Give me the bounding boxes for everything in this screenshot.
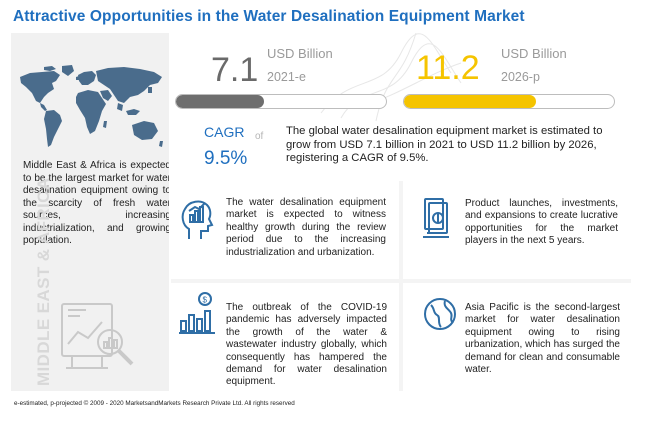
region-vertical-label: MIDDLE EAST & AFRICA (34, 177, 53, 386)
highlight-card: The water desalination equipment market … (171, 181, 399, 279)
highlight-text: The water desalination equipment market … (226, 197, 386, 258)
world-map-icon (20, 65, 163, 147)
cagr-of: of (255, 131, 264, 142)
market-size-panel: 7.1 USD Billion 2021-e 11.2 USD Billion … (171, 33, 631, 181)
start-progress-fill (176, 95, 265, 108)
cagr-value: 9.5% (204, 148, 248, 169)
highlight-text: Asia Pacific is the second-largest marke… (465, 302, 620, 376)
end-value: 11.2 (416, 49, 480, 87)
market-summary: The global water desalination equipment … (286, 125, 603, 164)
footnote: e-estimated, p-projected © 2009 - 2020 M… (14, 400, 295, 407)
bar-chart-dollar-icon: $ (179, 292, 215, 334)
cagr-label: CAGR (204, 124, 245, 140)
page-title: Attractive Opportunities in the Water De… (13, 8, 525, 25)
end-progress-bar (403, 94, 615, 109)
highlight-card: Asia Pacific is the second-largest marke… (403, 283, 631, 391)
region-description: Middle East & Africa is expected to be t… (23, 160, 169, 246)
highlights-grid: The water desalination equipment market … (171, 181, 631, 391)
end-unit: USD Billion (501, 46, 567, 61)
highlight-card: $ The outbreak of the COVID-19 pandemic … (171, 283, 399, 391)
highlight-card: Product launches, investments, and expan… (403, 181, 631, 279)
start-progress-bar (175, 94, 387, 109)
analytics-icon (61, 303, 134, 369)
end-year: 2026-p (501, 70, 540, 84)
start-year: 2021-e (267, 70, 306, 84)
growth-head-icon (181, 200, 214, 239)
highlight-text: The outbreak of the COVID-19 pandemic ha… (226, 302, 387, 388)
start-value: 7.1 (211, 51, 259, 89)
region-panel: Middle East & Africa is expected to be t… (11, 33, 169, 391)
end-progress-fill (404, 95, 537, 108)
money-icon (423, 198, 449, 238)
svg-text:$: $ (203, 296, 208, 305)
globe-icon (424, 298, 456, 330)
highlight-text: Product launches, investments, and expan… (465, 198, 618, 247)
start-unit: USD Billion (267, 46, 333, 61)
